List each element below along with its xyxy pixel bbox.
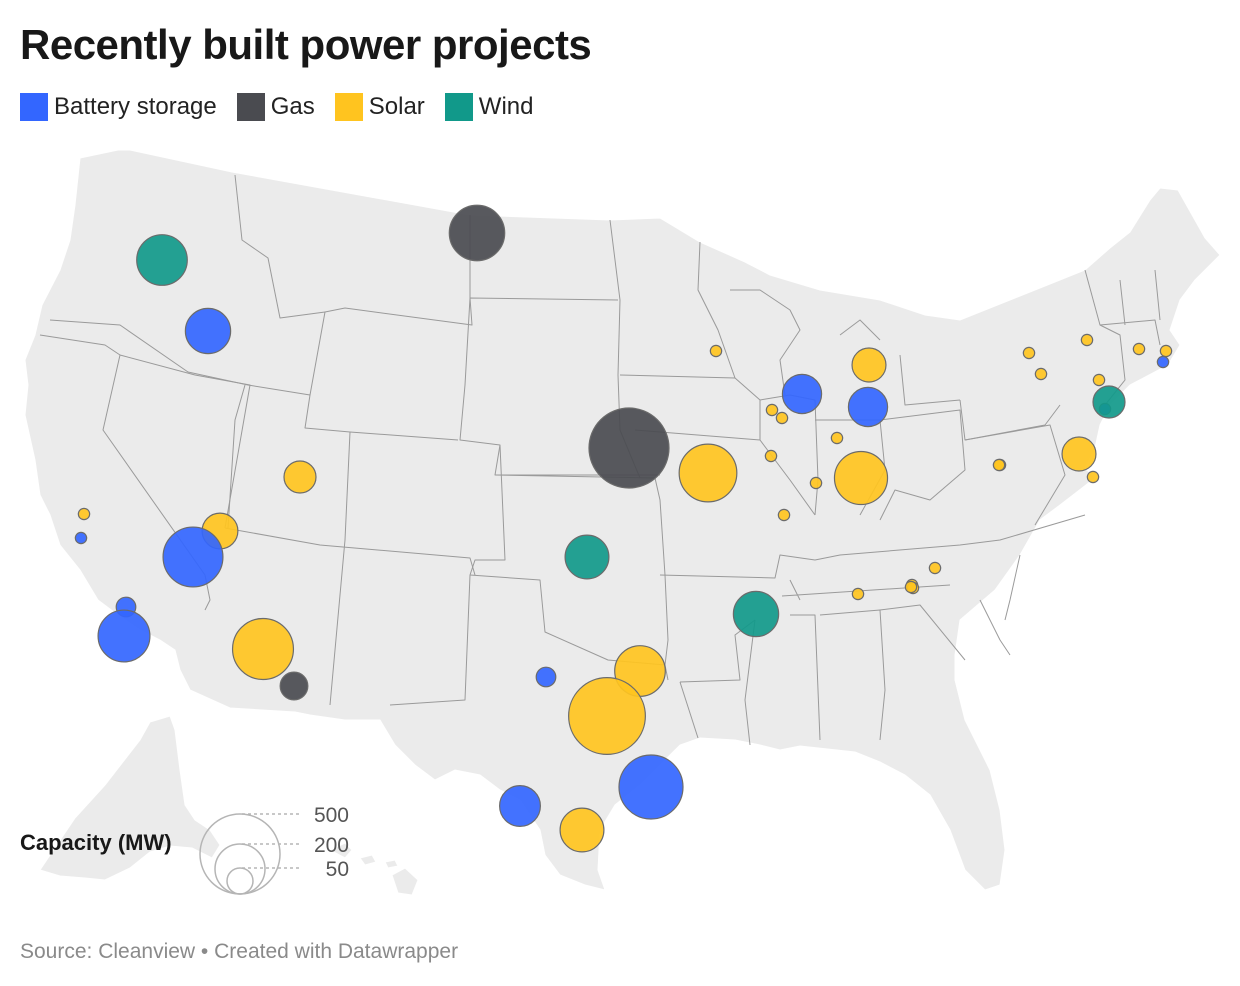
- hawaii-island-4: [391, 867, 419, 896]
- project-bubble-solar[interactable]: [1061, 436, 1097, 472]
- project-bubble-solar[interactable]: [77, 507, 91, 521]
- project-bubble-solar[interactable]: [764, 449, 778, 463]
- project-bubble-battery-storage[interactable]: [184, 307, 232, 355]
- project-bubble-solar[interactable]: [283, 460, 317, 494]
- project-bubble-wind[interactable]: [136, 234, 188, 286]
- project-bubble-solar[interactable]: [1086, 470, 1100, 484]
- project-bubble-battery-storage[interactable]: [74, 531, 88, 545]
- legend-item-battery[interactable]: Battery storage: [20, 92, 217, 122]
- size-circle-500: [199, 813, 281, 895]
- project-bubble-solar[interactable]: [809, 476, 823, 490]
- color-legend: Battery storage Gas Solar Wind: [20, 92, 553, 122]
- legend-swatch-gas: [236, 93, 265, 121]
- project-bubble-solar[interactable]: [928, 561, 942, 575]
- source-note: Source: Cleanview • Created with Datawra…: [20, 940, 459, 963]
- project-bubble-solar[interactable]: [709, 344, 723, 358]
- size-value-200: 200: [314, 834, 349, 857]
- project-bubble-solar[interactable]: [777, 508, 791, 522]
- project-bubble-solar[interactable]: [1034, 367, 1048, 381]
- project-bubble-solar[interactable]: [992, 458, 1006, 472]
- legend-swatch-wind: [444, 93, 473, 121]
- legend-item-wind[interactable]: Wind: [444, 92, 534, 122]
- legend-swatch-solar: [334, 93, 363, 121]
- size-legend-label: Capacity (MW): [20, 830, 172, 855]
- project-bubble-solar[interactable]: [830, 431, 844, 445]
- project-bubble-battery-storage[interactable]: [781, 373, 823, 415]
- project-bubble-battery-storage[interactable]: [618, 754, 684, 820]
- project-bubble-solar[interactable]: [833, 450, 889, 506]
- project-bubble-solar[interactable]: [1132, 342, 1146, 356]
- project-bubble-gas[interactable]: [279, 671, 309, 701]
- legend-item-solar[interactable]: Solar: [334, 92, 425, 122]
- project-bubble-gas[interactable]: [588, 407, 670, 489]
- project-bubble-wind[interactable]: [1092, 385, 1126, 419]
- legend-label-gas: Gas: [270, 93, 315, 120]
- project-bubble-solar[interactable]: [1022, 346, 1036, 360]
- project-bubble-solar[interactable]: [851, 347, 887, 383]
- project-bubbles: [74, 204, 1173, 853]
- us-mainland-shape: [24, 149, 1221, 891]
- chart-title: Recently built power projects: [20, 21, 592, 68]
- project-bubble-battery-storage[interactable]: [1156, 355, 1170, 369]
- hawaii-island-2: [359, 854, 377, 866]
- size-value-500: 500: [314, 804, 349, 827]
- hawaii-island-1: [328, 842, 353, 859]
- project-bubble-battery-storage[interactable]: [535, 666, 557, 688]
- project-bubble-solar[interactable]: [851, 587, 865, 601]
- project-bubble-wind[interactable]: [564, 534, 610, 580]
- size-legend: 500 200 50: [199, 804, 349, 895]
- project-bubble-battery-storage[interactable]: [162, 526, 224, 588]
- project-bubble-solar[interactable]: [678, 443, 738, 503]
- project-bubble-solar[interactable]: [1080, 333, 1094, 347]
- legend-label-battery: Battery storage: [54, 93, 217, 120]
- hawaii-island-3: [384, 859, 399, 869]
- project-bubble-solar[interactable]: [1092, 373, 1106, 387]
- project-bubble-gas[interactable]: [448, 204, 506, 262]
- project-bubble-battery-storage[interactable]: [97, 609, 151, 663]
- legend-item-gas[interactable]: Gas: [236, 92, 315, 122]
- project-bubble-battery-storage[interactable]: [847, 386, 889, 428]
- size-value-50: 50: [326, 858, 349, 881]
- project-bubble-solar[interactable]: [765, 403, 779, 417]
- size-circle-200: [214, 843, 266, 895]
- project-bubble-battery-storage[interactable]: [499, 785, 541, 827]
- us-map: [24, 149, 1221, 896]
- project-bubble-solar[interactable]: [568, 677, 646, 755]
- land-shapes: [24, 149, 1221, 896]
- project-bubble-solar[interactable]: [775, 411, 789, 425]
- size-circle-50: [226, 867, 254, 895]
- project-bubble-wind[interactable]: [732, 590, 780, 638]
- legend-label-wind: Wind: [478, 93, 534, 120]
- legend-swatch-battery: [20, 93, 48, 121]
- project-bubble-solar[interactable]: [904, 580, 918, 594]
- legend-label-solar: Solar: [368, 93, 425, 120]
- project-bubble-solar[interactable]: [231, 617, 295, 681]
- project-bubble-solar[interactable]: [559, 807, 605, 853]
- project-bubble-solar[interactable]: [1159, 344, 1173, 358]
- alaska-shape: [39, 715, 221, 881]
